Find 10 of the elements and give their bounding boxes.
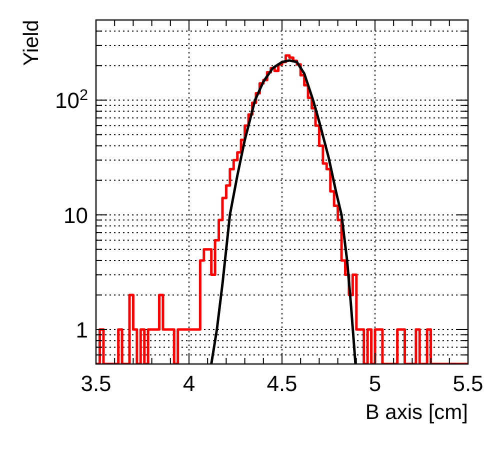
- x-tick-label: 5: [368, 371, 382, 396]
- y-axis-title: Yield: [20, 20, 43, 66]
- x-tick-label: 4: [182, 371, 196, 396]
- x-tick-label: 3.5: [80, 371, 112, 396]
- x-tick-label: 4.5: [266, 371, 298, 396]
- y-tick-label: 1: [76, 317, 88, 342]
- x-tick-label: 5.5: [452, 371, 484, 396]
- y-tick-label: 10$^{2}$: [54, 86, 88, 114]
- x-axis-title: B axis [cm]: [365, 401, 468, 424]
- y-tick-label: 10: [64, 202, 88, 228]
